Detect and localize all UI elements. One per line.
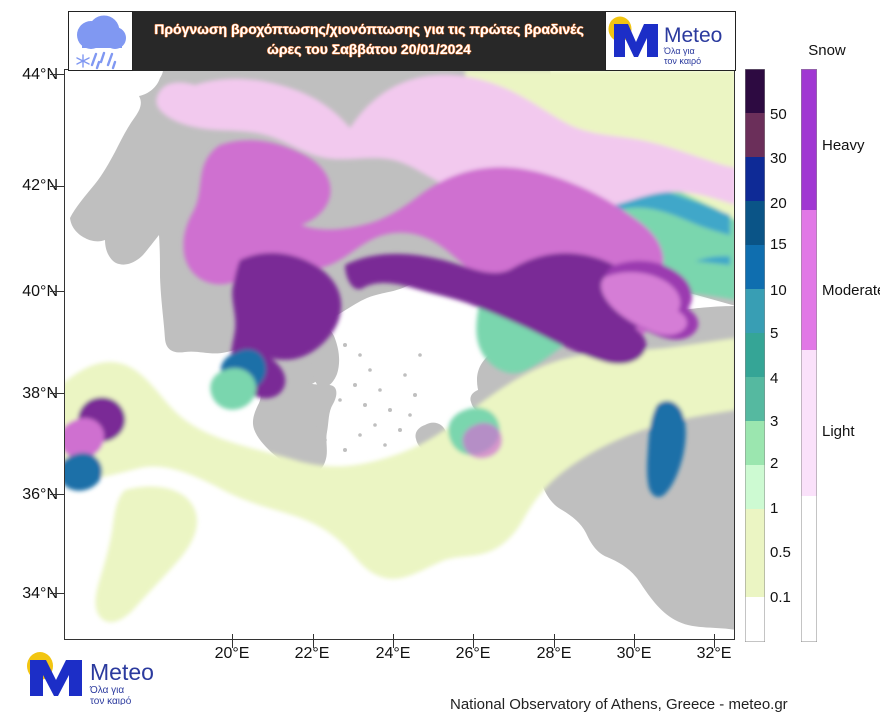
svg-text:Meteo: Meteo [90, 659, 154, 685]
svg-text:Meteo: Meteo [664, 24, 722, 47]
svg-text:Όλα για: Όλα για [663, 46, 695, 56]
svg-text:τον καιρό: τον καιρό [90, 695, 132, 705]
svg-text:Όλα για: Όλα για [89, 685, 124, 696]
svg-text:τον καιρό: τον καιρό [664, 56, 701, 66]
